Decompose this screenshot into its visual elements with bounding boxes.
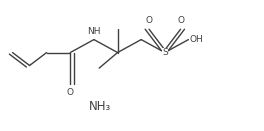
Text: OH: OH — [190, 35, 204, 44]
Text: O: O — [67, 88, 74, 97]
Text: S: S — [162, 48, 168, 57]
Text: O: O — [145, 16, 153, 25]
Text: NH₃: NH₃ — [89, 100, 112, 113]
Text: NH: NH — [87, 27, 101, 36]
Text: O: O — [177, 16, 184, 25]
